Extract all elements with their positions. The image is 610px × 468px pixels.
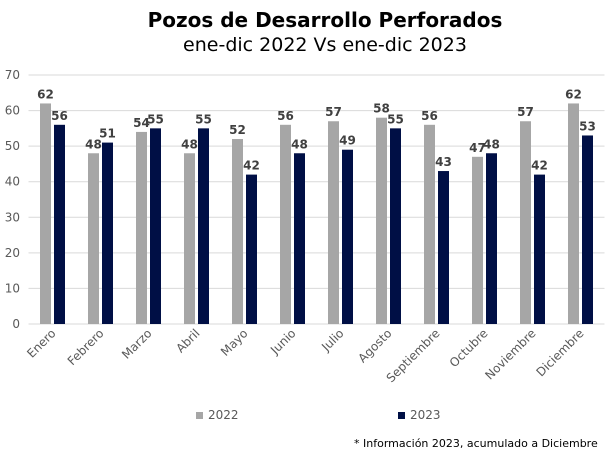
bar-2023 <box>438 171 449 324</box>
bar-2022 <box>280 124 291 324</box>
bar-2022 <box>472 156 483 324</box>
data-label-2023: 55 <box>147 112 164 126</box>
bar-2023 <box>342 149 353 324</box>
y-tick-label: 70 <box>5 68 20 82</box>
bar-2022 <box>328 121 339 324</box>
bar-2023 <box>582 135 593 324</box>
data-label-2022: 57 <box>517 105 534 119</box>
data-label-2023: 51 <box>99 127 116 141</box>
bar-2022 <box>88 153 99 324</box>
x-tick-label: Marzo <box>119 326 155 362</box>
data-label-2023: 49 <box>339 134 356 148</box>
legend-label-2023: 2023 <box>410 408 441 422</box>
y-tick-label: 0 <box>12 317 20 331</box>
data-label-2022: 62 <box>565 87 582 101</box>
data-label-2023: 55 <box>387 112 404 126</box>
bar-2023 <box>486 153 497 324</box>
y-tick-label: 50 <box>5 139 20 153</box>
y-tick-label: 40 <box>5 175 20 189</box>
bar-2022 <box>376 117 387 324</box>
legend-item-2022: 2022 <box>196 408 239 422</box>
bar-2023 <box>390 128 401 324</box>
x-tick-label: Abril <box>173 326 202 355</box>
data-label-2023: 42 <box>531 159 548 173</box>
x-tick-label: Agosto <box>355 326 394 365</box>
data-label-2022: 48 <box>85 137 102 151</box>
data-label-2023: 55 <box>195 112 212 126</box>
data-label-2022: 62 <box>37 87 54 101</box>
x-tick-label: Noviembre <box>482 326 538 382</box>
y-tick-label: 20 <box>5 246 20 260</box>
chart-title: Pozos de Desarrollo Perforados <box>147 8 503 32</box>
data-label-2022: 58 <box>373 102 390 116</box>
legend-item-2023: 2023 <box>398 408 441 422</box>
data-label-2023: 42 <box>243 159 260 173</box>
bar-2022 <box>568 103 579 324</box>
footnote: * Información 2023, acumulado a Diciembr… <box>354 437 598 450</box>
data-label-2022: 56 <box>277 109 294 123</box>
data-label-2023: 48 <box>291 137 308 151</box>
data-label-2023: 43 <box>435 155 452 169</box>
bar-2023 <box>102 142 113 324</box>
bar-2023 <box>294 153 305 324</box>
x-tick-label: Junio <box>267 326 298 357</box>
legend-swatch-2022 <box>196 411 203 419</box>
x-tick-label: Julio <box>318 326 346 354</box>
data-label-2022: 47 <box>469 141 486 155</box>
y-tick-label: 10 <box>5 281 20 295</box>
x-tick-label: Octubre <box>447 326 491 370</box>
bar-2022 <box>520 121 531 324</box>
bar-2023 <box>198 128 209 324</box>
bar-2022 <box>40 103 51 324</box>
data-label-2022: 56 <box>421 109 438 123</box>
data-label-2023: 48 <box>483 137 500 151</box>
y-tick-label: 30 <box>5 210 20 224</box>
data-label-2022: 54 <box>133 116 150 130</box>
bar-2022 <box>136 131 147 324</box>
legend-swatch-2023 <box>398 411 405 419</box>
data-label-2022: 57 <box>325 105 342 119</box>
bar-2022 <box>184 153 195 324</box>
data-label-2023: 53 <box>579 119 596 133</box>
x-tick-label: Mayo <box>218 326 251 359</box>
bar-2023 <box>150 128 161 324</box>
legend-label-2022: 2022 <box>208 408 239 422</box>
data-label-2022: 52 <box>229 123 246 137</box>
chart-subtitle: ene-dic 2022 Vs ene-dic 2023 <box>183 34 467 56</box>
x-tick-label: Febrero <box>65 326 107 368</box>
x-tick-label: Diciembre <box>533 326 586 379</box>
x-tick-label: Enero <box>24 326 58 360</box>
bar-2023 <box>246 174 257 324</box>
data-label-2023: 56 <box>51 109 68 123</box>
bar-2023 <box>534 174 545 324</box>
bar-2022 <box>424 124 435 324</box>
bar-2023 <box>54 124 65 324</box>
y-tick-label: 60 <box>5 104 20 118</box>
bar-2022 <box>232 139 243 324</box>
data-label-2022: 48 <box>181 137 198 151</box>
